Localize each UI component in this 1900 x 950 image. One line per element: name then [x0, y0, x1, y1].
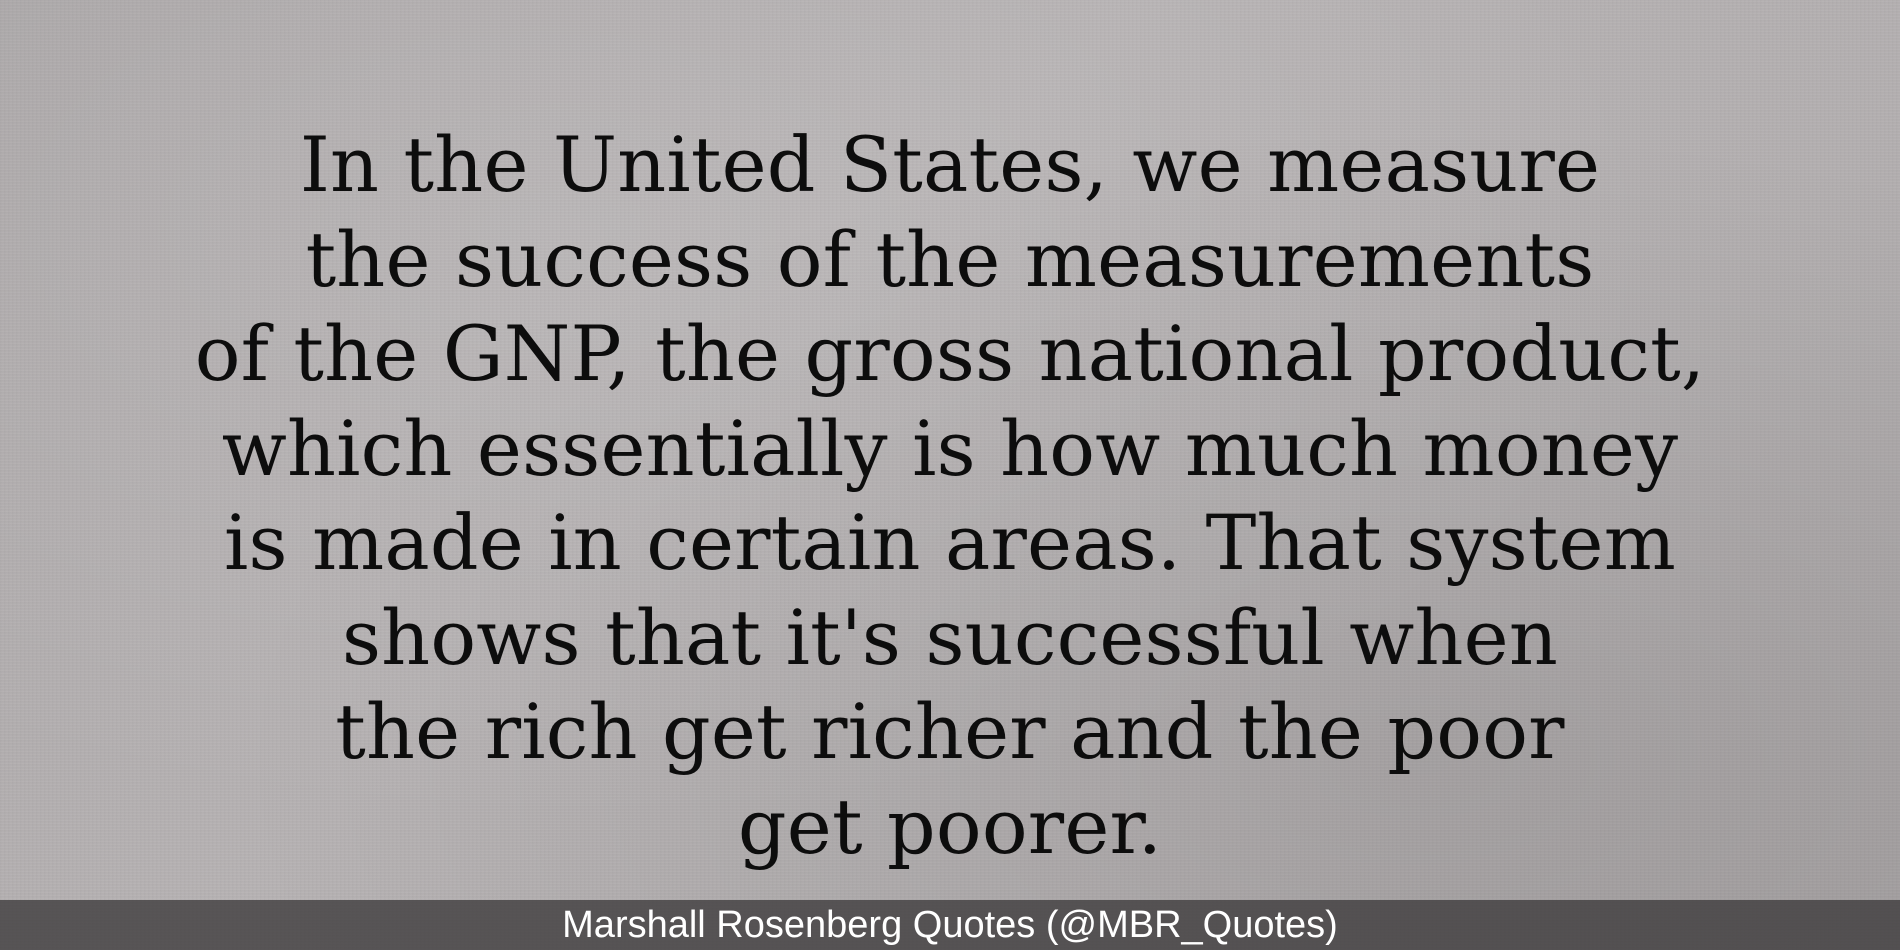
quote-line: of the GNP, the gross national product, — [194, 309, 1706, 398]
quote-line: which essentially is how much money — [221, 403, 1679, 493]
quote-text: In the United States, we measure the suc… — [0, 118, 1900, 874]
attribution-text: Marshall Rosenberg Quotes (@MBR_Quotes) — [562, 904, 1338, 946]
quote-line: the rich get richer and the poor — [335, 687, 1565, 776]
quote-line: In the United States, we measure — [299, 120, 1601, 209]
attribution-bar: Marshall Rosenberg Quotes (@MBR_Quotes) — [0, 900, 1900, 950]
quote-line: the success of the measurements — [305, 214, 1595, 304]
quote-line: shows that it's successful when — [341, 592, 1559, 682]
quote-line: is made in certain areas. That system — [224, 498, 1676, 587]
quote-line: get poorer. — [737, 781, 1163, 871]
